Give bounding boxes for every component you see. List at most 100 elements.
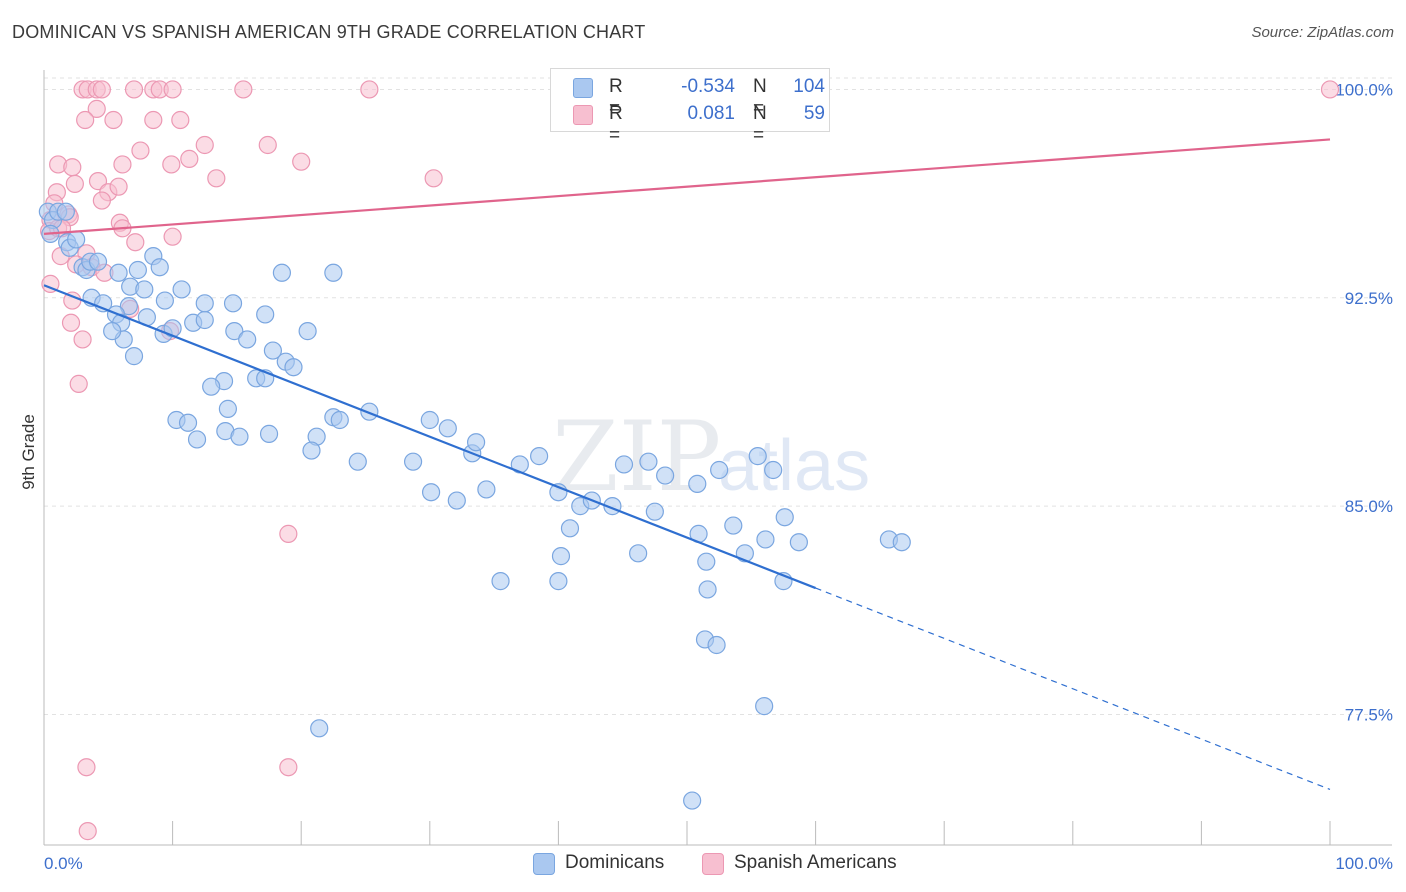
legend-r-label: R = <box>609 103 623 146</box>
dominican-point <box>421 483 441 502</box>
dominican-point <box>109 263 128 282</box>
dominican-point <box>56 202 75 221</box>
spanish-american-point <box>76 110 95 130</box>
spanish-american-point <box>77 758 96 777</box>
x-tick-label: 100.0% <box>1335 854 1393 873</box>
spanish-americans-trend-line <box>43 138 1331 235</box>
legend-swatch-spanish-americans <box>573 105 593 125</box>
dominican-point <box>466 433 486 452</box>
y-tick-label: 92.5% <box>1345 289 1393 308</box>
dominican-point <box>195 294 214 313</box>
dominican-point <box>88 252 108 271</box>
dominican-point <box>683 791 702 810</box>
dominican-point <box>135 280 154 299</box>
spanish-american-point <box>65 174 84 193</box>
spanish-american-point <box>88 172 108 191</box>
spanish-american-point <box>126 233 145 252</box>
dominican-point <box>259 424 279 443</box>
dominican-point <box>639 452 658 471</box>
spanish-american-point <box>279 758 298 777</box>
legend-r-value: -0.534 <box>681 76 735 97</box>
legend-n-value: 104 <box>793 76 825 97</box>
dominican-point <box>707 635 726 655</box>
dominicans-trend-line <box>43 284 817 590</box>
spanish-american-point <box>109 177 128 196</box>
legend-r-value: 0.081 <box>687 103 735 124</box>
y-tick-label: 100.0% <box>1335 80 1393 99</box>
chart-title: DOMINICAN VS SPANISH AMERICAN 9TH GRADE … <box>12 22 646 42</box>
dominican-point <box>549 572 568 591</box>
spanish-american-point <box>258 135 277 155</box>
spanish-american-point <box>92 191 111 210</box>
dominican-point <box>748 447 767 466</box>
dominican-point <box>348 452 367 471</box>
dominican-point <box>256 305 275 324</box>
spanish-american-point <box>171 110 190 130</box>
spanish-american-point <box>144 110 163 130</box>
dominican-point <box>447 491 466 510</box>
bottom-legend-swatch-dominicans <box>533 853 555 875</box>
dominican-point <box>67 230 86 249</box>
dominican-point <box>230 427 249 446</box>
dominican-point <box>302 441 321 460</box>
spanish-american-point <box>92 80 111 99</box>
dominican-point <box>172 280 191 299</box>
bottom-legend-swatch-spanish-americans <box>702 853 724 875</box>
y-tick-label: 85.0% <box>1345 497 1393 516</box>
trend-lines <box>43 138 1331 791</box>
dominican-point <box>697 552 716 571</box>
spanish-american-point <box>424 169 443 188</box>
dominican-point <box>124 347 144 366</box>
chart-source: Source: ZipAtlas.com <box>1251 24 1394 41</box>
spanish-american-point <box>360 80 379 99</box>
dominican-point <box>324 263 343 282</box>
dominican-point <box>688 474 707 493</box>
watermark-zip: ZIP <box>552 401 721 513</box>
spanish-american-point <box>180 149 199 168</box>
legend-swatch-dominicans <box>573 78 593 98</box>
y-axis-label: 9th Grade <box>19 414 38 490</box>
dominican-point <box>202 377 221 396</box>
spanish-american-point <box>113 155 132 174</box>
spanish-american-point <box>69 374 88 393</box>
dominican-point <box>195 310 214 330</box>
dominican-point <box>272 263 292 282</box>
spanish-american-point <box>163 80 182 99</box>
dominican-point <box>128 260 147 280</box>
dominican-point <box>710 460 729 480</box>
dominicans-trend-extension <box>815 587 1331 791</box>
spanish-american-point <box>207 169 226 188</box>
spanish-american-point <box>292 152 311 171</box>
spanish-american-point <box>104 110 123 130</box>
legend-n-label: N = <box>753 76 767 119</box>
dominican-point <box>756 530 775 549</box>
dominican-point <box>223 294 243 313</box>
dominican-point <box>178 413 198 432</box>
bottom-legend-label: Spanish Americans <box>734 852 897 873</box>
stats-legend: R = -0.534 N = 104 R = 0.081 N = 59 <box>550 68 830 146</box>
dominican-point <box>218 399 237 418</box>
dominican-point <box>103 322 122 341</box>
dominican-point <box>530 447 549 466</box>
legend-n-value: 59 <box>803 103 825 124</box>
grid-layer <box>44 77 1392 715</box>
spanish-american-point <box>162 155 181 174</box>
spanish-american-point <box>124 80 144 99</box>
legend-r-label: R = <box>609 76 623 119</box>
dominican-point <box>119 297 138 316</box>
axis-layer: 77.5% 85.0% 92.5% 100.0% 0.0% 100.0% <box>43 70 1393 873</box>
legend-n-label: N = <box>753 103 767 146</box>
dominican-point <box>764 460 783 480</box>
y-tick-label: 77.5% <box>1345 705 1393 724</box>
dominican-point <box>614 455 634 474</box>
dominican-point <box>775 508 794 527</box>
spanish-american-point <box>195 135 214 155</box>
x-tick-label: 0.0% <box>44 854 83 873</box>
dominican-point <box>225 322 244 341</box>
dominican-point <box>438 419 457 438</box>
dominican-point <box>310 719 329 738</box>
dominican-point <box>263 341 283 360</box>
dominican-point <box>420 410 439 430</box>
dominican-point <box>698 580 717 599</box>
dominican-point <box>724 516 743 535</box>
